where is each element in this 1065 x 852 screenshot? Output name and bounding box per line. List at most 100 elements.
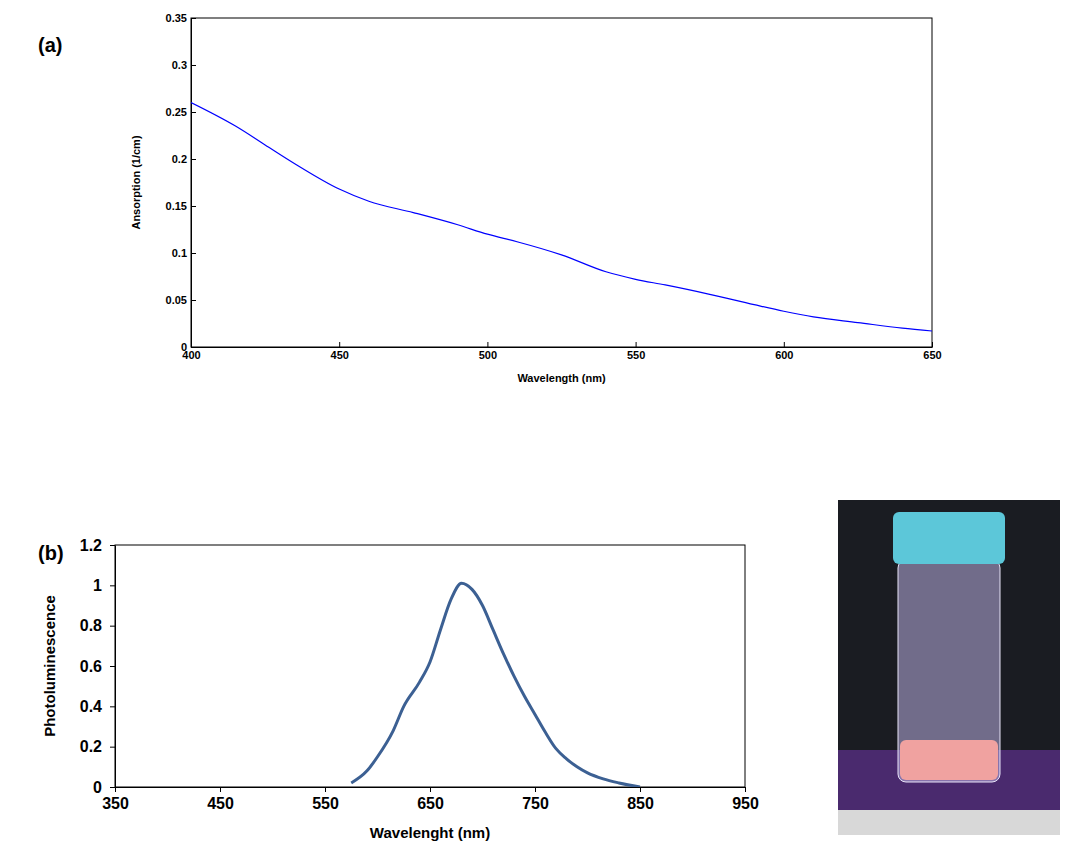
x-axis: 350 450 550 650 750 850 950 [102,787,759,812]
x-tick-mark [745,787,746,792]
y-tick: 0 [181,341,196,353]
y-tick-label: 0.15 [166,200,187,212]
y-tick-label: 0.3 [172,59,187,71]
y-tick-label: 0.4 [80,698,102,715]
y-tick-label: 0.35 [166,12,187,24]
plot-frame [115,545,745,787]
x-tick: 850 [627,787,654,812]
x-tick-mark [932,342,933,347]
y-tick-mark [191,112,196,113]
x-tick-mark [220,787,221,792]
x-tick-mark [430,787,431,792]
y-axis: 00.20.40.60.811.2 [80,537,116,796]
x-tick-label: 450 [207,795,234,812]
x-tick: 500 [479,342,497,361]
y-tick-label: 0.25 [166,106,187,118]
x-tick-mark [640,787,641,792]
x-tick-mark [784,342,785,347]
y-tick: 0.1 [172,247,196,259]
x-tick: 450 [207,787,234,812]
panel-label: (a) [38,34,62,56]
x-tick-mark [636,342,637,347]
y-tick-mark [191,65,196,66]
x-tick-label: 850 [627,795,654,812]
y-tick-mark [110,706,115,707]
x-tick: 600 [775,342,793,361]
x-tick-mark [325,787,326,792]
x-tick: 650 [417,787,444,812]
x-axis-line [192,347,933,348]
y-axis-title: Photoluminescence [41,595,58,737]
y-tick: 0.05 [166,294,196,306]
x-tick-label: 550 [627,349,645,361]
x-axis-title: Wavelenght (nm) [370,824,490,841]
x-tick-label: 650 [923,349,941,361]
x-tick: 550 [312,787,339,812]
data-line [351,583,640,787]
figure: 40045050055060065000.050.10.150.20.250.3… [0,0,1065,852]
data-line [191,103,932,331]
x-tick-label: 450 [331,349,349,361]
x-tick-mark [535,787,536,792]
y-tick: 1 [93,577,115,594]
vial-cap [893,512,1005,564]
y-tick-mark [110,747,115,748]
y-axis-line [115,546,116,788]
y-tick-mark [110,666,115,667]
x-tick-mark [115,787,116,792]
y-axis-title: Ansorption (1/cm) [130,135,142,229]
chart-panel: 35045055065075085095000.20.40.60.811.2Wa… [38,537,759,841]
plot-frame [191,18,932,347]
y-tick-mark [191,206,196,207]
y-tick: 0.2 [172,153,196,165]
y-tick-label: 0.2 [172,153,187,165]
y-tick: 0.8 [80,617,115,634]
plot-area [191,103,932,331]
x-axis-title: Wavelength (nm) [517,372,606,384]
vial-photo [838,500,1060,835]
y-tick-label: 0.8 [80,617,102,634]
y-tick: 1.2 [80,537,115,554]
x-tick-label: 600 [775,349,793,361]
y-tick: 0.4 [80,698,115,715]
x-tick-label: 750 [522,795,549,812]
y-tick-mark [191,18,196,19]
y-tick-label: 0 [181,341,187,353]
x-tick-mark [339,342,340,347]
plot-area [351,583,640,787]
x-tick: 750 [522,787,549,812]
x-axis: 400450500550600650 [182,342,941,361]
y-tick-label: 1.2 [80,537,102,554]
x-tick-label: 500 [479,349,497,361]
photo-base [838,810,1060,835]
y-tick-mark [110,585,115,586]
y-tick-mark [191,300,196,301]
y-tick: 0.3 [172,59,196,71]
x-tick: 350 [102,787,129,812]
x-tick-label: 950 [732,795,759,812]
y-tick: 0.35 [166,12,196,24]
x-tick: 650 [923,342,941,361]
vial-body [898,560,1000,782]
y-tick: 0.15 [166,200,196,212]
y-axis: 0 0.05 0.1 0.15 0.2 0.25 0.3 0.35 [166,12,196,353]
y-tick-mark [191,253,196,254]
x-tick: 950 [732,787,759,812]
x-tick: 550 [627,342,645,361]
vial-liquid [900,740,998,780]
y-tick-mark [191,347,196,348]
x-tick-label: 350 [102,795,129,812]
x-tick: 450 [331,342,349,361]
y-tick-mark [191,159,196,160]
y-tick: 0.25 [166,106,196,118]
chart-panel: 40045050055060065000.050.10.150.20.250.3… [38,12,942,384]
photo-background [838,500,1060,835]
y-tick-label: 0.05 [166,294,187,306]
y-tick: 0.6 [80,658,115,675]
y-tick-mark [110,545,115,546]
x-tick-label: 550 [312,795,339,812]
y-tick-label: 1 [93,577,102,594]
y-tick-label: 0.2 [80,738,102,755]
x-tick-mark [487,342,488,347]
y-tick-mark [110,626,115,627]
